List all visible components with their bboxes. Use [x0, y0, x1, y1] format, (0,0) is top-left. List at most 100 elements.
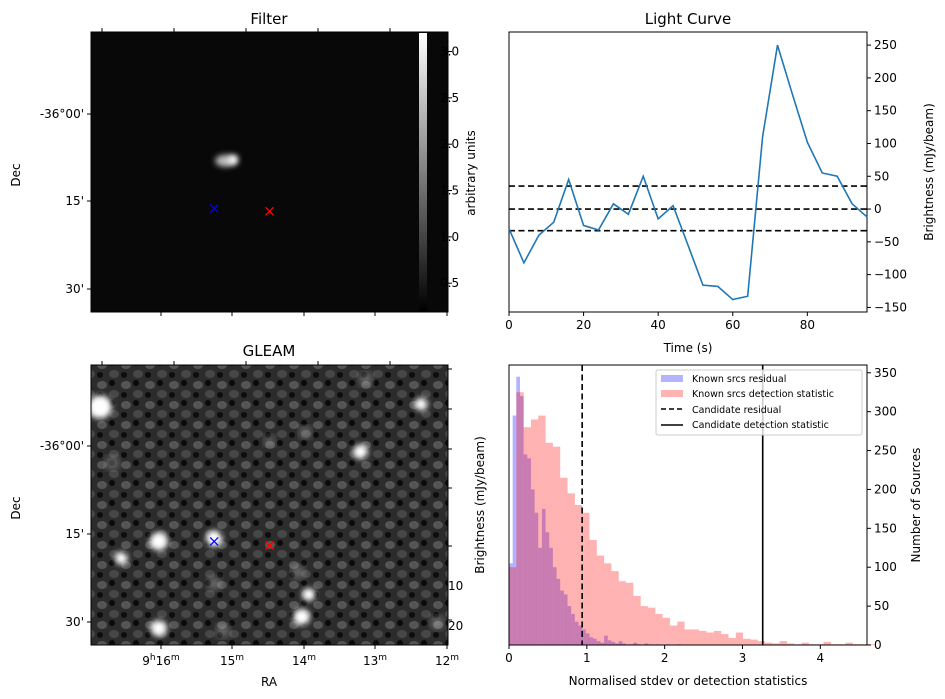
histogram-bar [589, 637, 594, 645]
histogram-bar [545, 442, 553, 645]
gleam-ytick: -36°00' [40, 439, 84, 453]
y-tick-label: 350 [874, 366, 897, 380]
histogram-bar [684, 629, 692, 645]
filter-source-blob [228, 154, 239, 165]
gleam-xtick: 12m [435, 653, 459, 668]
histogram-bar [538, 547, 542, 645]
red-cross-marker [265, 541, 274, 551]
histogram-bar [560, 477, 568, 645]
legend-box [655, 369, 863, 436]
filter-ytick: 30' [65, 282, 84, 296]
y-tick-label: −100 [874, 268, 907, 282]
histogram-bar [765, 642, 773, 645]
colorbar-tick-label: 0.5 [440, 276, 459, 290]
light-curve-x-ticks: 0 20 40 60 80 [505, 312, 815, 332]
light-curve-ylabel: Brightness (mJy/beam) [922, 103, 936, 241]
histogram-bar [519, 396, 524, 645]
y-tick-label: 150 [874, 521, 897, 535]
histogram-bar [779, 641, 787, 645]
gleam-cbar-tick: 20 [448, 619, 463, 633]
colorbar-tick-label: 3.0 [440, 45, 459, 59]
histogram-bar [647, 607, 656, 645]
light-curve-series [508, 44, 868, 301]
histogram-bar [772, 643, 780, 645]
gleam-source [432, 618, 442, 628]
y-tick-label: 200 [874, 71, 897, 85]
gleam-source [302, 588, 316, 601]
histogram-bar [743, 638, 751, 645]
gleam-source [361, 374, 371, 384]
gleam-source [149, 532, 168, 551]
histogram-bar [560, 590, 564, 645]
gleam-source [293, 567, 303, 577]
gleam-source [209, 578, 219, 588]
histogram-bar [691, 629, 700, 645]
legend-label: Known srcs detection statistic [692, 389, 834, 400]
histogram-bar [757, 641, 766, 645]
histogram-bar [516, 392, 524, 645]
filter-colorbar-ticks: 0.5 1.0 1.5 2.0 2.5 3.0 [440, 45, 459, 291]
filter-markers [209, 203, 274, 216]
histogram-bar [574, 621, 579, 645]
gleam-frame [90, 364, 449, 646]
histogram-bar [512, 415, 517, 645]
histogram-frame [508, 364, 868, 646]
y-tick-label: −50 [874, 235, 899, 249]
y-tick-label: 100 [874, 136, 897, 150]
gleam-source [115, 551, 128, 565]
x-tick-label: 2 [661, 651, 669, 665]
legend-swatch-red [661, 390, 683, 397]
histogram-bar [607, 640, 612, 645]
histogram-panel: 0 1 2 3 4 0 50 100 150 200 250 300 350 Normalised s… [473, 364, 923, 688]
legend-swatch-blue [661, 375, 683, 382]
histogram-legend: Known srcs residual Known srcs detection… [655, 369, 863, 436]
histogram-bar [600, 642, 605, 645]
histogram-bar [622, 643, 627, 645]
histogram-bar [713, 631, 722, 645]
histogram-bar [611, 571, 619, 645]
gleam-ytick: 15' [65, 527, 84, 541]
histogram-bar [541, 508, 546, 645]
histogram-bar [618, 581, 627, 645]
gleam-title: GLEAM [243, 342, 296, 360]
histogram-bar [549, 547, 553, 645]
y-tick-label: 200 [874, 482, 897, 496]
gleam-ytick: 30' [65, 615, 84, 629]
histogram-bar [721, 634, 729, 645]
gleam-sources [88, 374, 442, 637]
gleam-ticks [87, 361, 452, 649]
x-tick-label: 80 [800, 318, 815, 332]
histogram-bar [706, 632, 714, 645]
x-tick-label: 0 [505, 651, 513, 665]
gleam-source [301, 428, 310, 437]
histogram-bar [545, 532, 550, 645]
gleam-cbar-tick: 10 [448, 579, 463, 593]
histogram-bar [593, 638, 597, 645]
gleam-source [150, 620, 167, 637]
histogram-bar [677, 621, 685, 645]
filter-frame [90, 31, 449, 313]
histogram-bar [699, 631, 707, 645]
histogram-bar [530, 419, 539, 645]
blue-cross-marker [209, 536, 219, 546]
histogram-bar [669, 625, 678, 645]
filter-colorbar [419, 33, 427, 311]
histogram-bar [563, 594, 568, 645]
histogram-bar [728, 638, 736, 645]
x-tick-label: 1 [583, 651, 591, 665]
filter-title: Filter [250, 10, 288, 28]
x-tick-label: 20 [576, 318, 591, 332]
y-tick-label: 0 [874, 202, 882, 216]
histogram-bar [574, 505, 583, 645]
y-tick-label: 100 [874, 560, 897, 574]
gleam-xtick: 9h16m [142, 653, 179, 668]
histogram-bar [655, 613, 663, 645]
y-tick-label: 150 [874, 104, 897, 118]
x-tick-label: 3 [739, 651, 747, 665]
histogram-bar [735, 632, 744, 645]
gleam-source [414, 397, 428, 411]
y-tick-label: 50 [874, 599, 889, 613]
histogram-bar [801, 642, 809, 645]
legend-label: Candidate detection statistic [692, 420, 829, 431]
